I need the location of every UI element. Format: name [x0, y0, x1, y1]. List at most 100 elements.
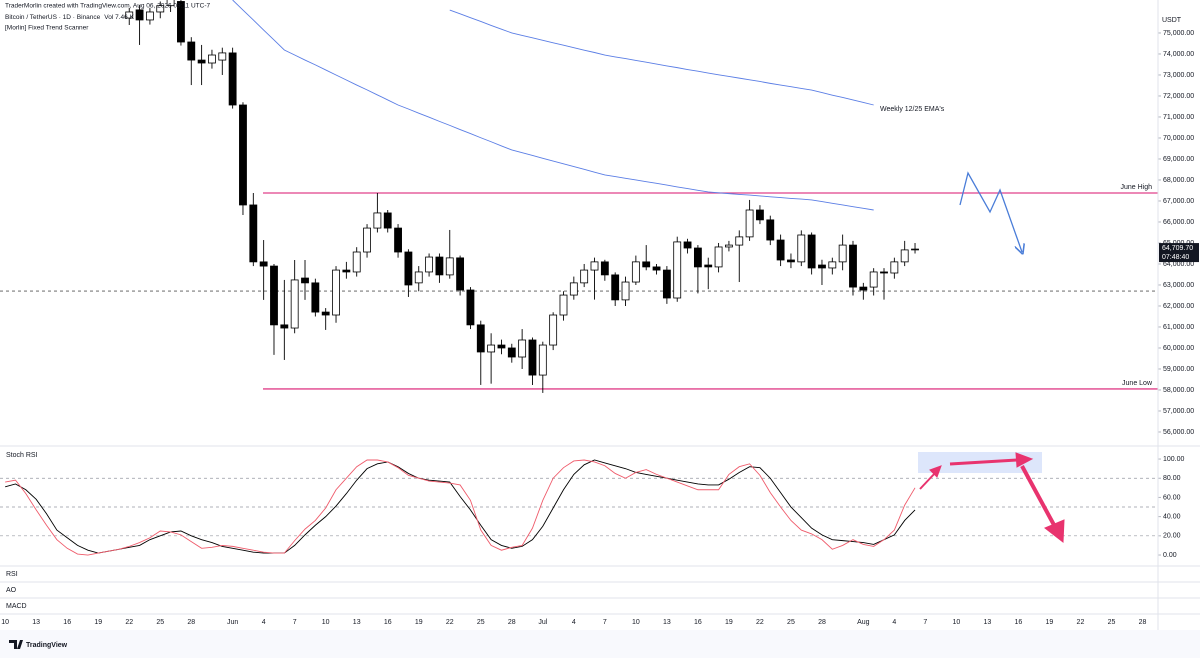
x-tick-label: 22 [125, 619, 133, 626]
candle-body [745, 209, 754, 238]
x-tick-label: 16 [1015, 619, 1023, 626]
credit: TraderMorlin created with TradingView.co… [5, 3, 210, 10]
candle-body [828, 261, 837, 269]
level-label: June High [1120, 184, 1152, 191]
x-tick-label: 13 [32, 619, 40, 626]
candle-body [352, 251, 361, 273]
candle-body [476, 324, 485, 353]
x-tick-label: 16 [694, 619, 702, 626]
stoch-line [5, 459, 916, 554]
last-price-label: 64,709.70 [1162, 245, 1193, 252]
stoch-arrows [919, 452, 1065, 543]
currency: USDT [1162, 17, 1182, 24]
last-price-box [1159, 243, 1199, 263]
projection-path [959, 171, 1022, 252]
ema-line [232, 0, 874, 211]
candle-body [414, 271, 423, 284]
candle-body [228, 52, 237, 106]
candle-body [838, 244, 847, 263]
volume: Vol 7.46 K [104, 14, 134, 21]
brand-logo: TradingView [9, 640, 68, 649]
y-tick-label: 59,000.00 [1163, 366, 1194, 373]
arrow [919, 471, 937, 490]
candle-body [156, 5, 165, 13]
y-tick-label: 73,000.00 [1163, 72, 1194, 79]
y-tick-label: 68,000.00 [1163, 177, 1194, 184]
candle-body [652, 266, 661, 271]
candle-body [239, 104, 247, 206]
candle-body [259, 261, 268, 267]
candle-body [270, 265, 278, 326]
x-tick-label: 7 [603, 619, 607, 626]
candle-body [787, 259, 795, 263]
y-tick-label: 57,000.00 [1163, 408, 1194, 415]
candle-body [373, 212, 382, 229]
x-tick-label: 22 [756, 619, 764, 626]
x-tick-label: 28 [1139, 619, 1147, 626]
y-tick-label: 60.00 [1163, 494, 1181, 501]
pane-label: MACD [6, 603, 27, 610]
candle-body [301, 277, 309, 284]
candle-body [383, 212, 392, 229]
arrow-head [1044, 519, 1065, 543]
x-tick-label: 19 [1046, 619, 1054, 626]
candle-body [177, 1, 185, 43]
x-tick-label: 28 [508, 619, 516, 626]
y-tick-label: 62,000.00 [1163, 303, 1194, 310]
candle-body [187, 41, 196, 61]
candle-body [290, 279, 299, 329]
countdown: 07:48:40 [1162, 254, 1189, 261]
candle-body [197, 59, 206, 64]
x-tick-label: Jul [538, 619, 547, 626]
stoch-line [5, 459, 916, 556]
y-tick-label: 63,000.00 [1163, 282, 1194, 289]
axes: 10 13 16 19 22 25 28 Jun 4 7 10 13 16 19 22 25 28 Jul 4 7 10… [1, 30, 1194, 626]
candle-body [456, 257, 465, 291]
candle-body [580, 269, 589, 284]
candle-body [332, 269, 340, 316]
x-tick-label: Aug [857, 619, 870, 626]
y-tick-label: 74,000.00 [1163, 51, 1194, 58]
y-tick-label: 69,000.00 [1163, 156, 1194, 163]
candle-body [880, 271, 888, 274]
arrow [949, 458, 1019, 466]
footer-bar [0, 630, 1200, 658]
x-tick-label: 22 [446, 619, 454, 626]
candle-body [869, 271, 878, 288]
candle-body [859, 286, 868, 291]
arrow-head [929, 465, 942, 478]
x-tick-label: 19 [415, 619, 423, 626]
y-tick-label: 61,000.00 [1163, 324, 1194, 331]
pane-label: AO [6, 587, 17, 594]
candle-body [900, 249, 909, 263]
y-tick-label: 20.00 [1163, 533, 1181, 540]
candle-body [435, 256, 444, 276]
y-tick-label: 72,000.00 [1163, 93, 1194, 100]
candle-body [208, 54, 216, 64]
candle-body [342, 269, 351, 273]
candle-body [135, 9, 144, 21]
brand: TradingView [26, 642, 68, 649]
symbol-name: Bitcoin / TetherUS · 1D · Binance [5, 14, 101, 21]
candle-body [704, 264, 713, 268]
y-tick-label: 75,000.00 [1163, 30, 1194, 37]
candle-body [528, 339, 537, 376]
x-tick-label: 25 [787, 619, 795, 626]
candle-body [662, 269, 671, 299]
y-tick-label: 66,000.00 [1163, 219, 1194, 226]
pane-label: RSI [6, 571, 18, 578]
candle-body [425, 256, 433, 273]
candle-body [569, 282, 578, 296]
candle-body [280, 324, 289, 329]
candle-body [766, 219, 775, 241]
candle-body [394, 227, 402, 253]
x-tick-label: 25 [477, 619, 485, 626]
candle-body [549, 314, 558, 346]
candle-body [600, 261, 609, 276]
candle-body [631, 261, 640, 283]
candle-body [714, 246, 723, 268]
candle-body [890, 261, 899, 274]
y-tick-label: 70,000.00 [1163, 135, 1194, 142]
arrow-head [1015, 452, 1034, 468]
